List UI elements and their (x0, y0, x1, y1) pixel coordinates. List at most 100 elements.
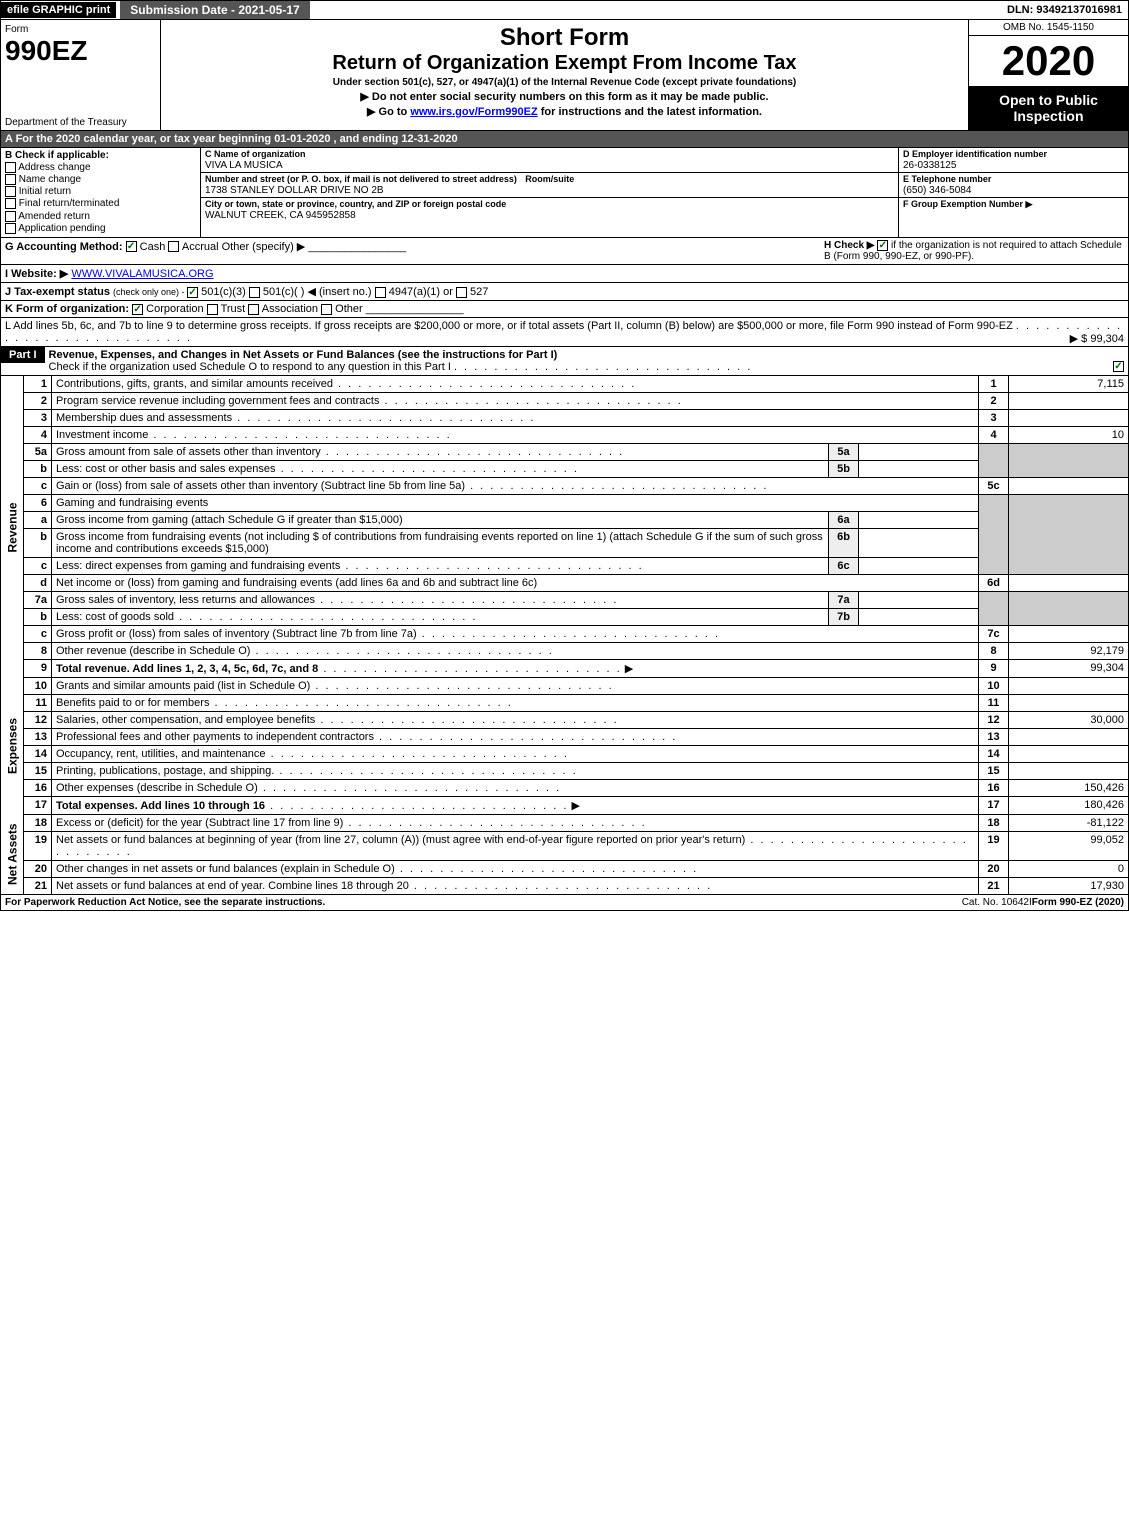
form-number: 990EZ (5, 35, 156, 67)
table-row: 8 Other revenue (describe in Schedule O)… (1, 642, 1129, 659)
topbar: efile GRAPHIC print Submission Date - 20… (0, 0, 1129, 20)
chk-final-return[interactable]: Final return/terminated (5, 198, 196, 209)
chk-amended-return[interactable]: Amended return (5, 211, 196, 222)
part1-header: Part I Revenue, Expenses, and Changes in… (0, 347, 1129, 376)
table-row: 20 Other changes in net assets or fund b… (1, 860, 1129, 877)
tel-row: E Telephone number (650) 346-5084 (899, 173, 1128, 198)
ssn-note: ▶ Do not enter social security numbers o… (165, 90, 964, 103)
checkbox-corp[interactable] (132, 304, 143, 315)
row-k: K Form of organization: Corporation Trus… (0, 301, 1129, 318)
checkbox-icon (5, 198, 16, 209)
d-label: D Employer identification number (903, 149, 1047, 159)
checkbox-4947[interactable] (375, 287, 386, 298)
table-row: c Gain or (loss) from sale of assets oth… (1, 477, 1129, 494)
table-row: 7a Gross sales of inventory, less return… (1, 591, 1129, 608)
table-row: 14 Occupancy, rent, utilities, and maint… (1, 745, 1129, 762)
checkbox-assoc[interactable] (248, 304, 259, 315)
open-to-public: Open to Public Inspection (969, 86, 1128, 130)
table-row: c Gross profit or (loss) from sales of i… (1, 625, 1129, 642)
goto-note: ▶ Go to www.irs.gov/Form990EZ for instru… (165, 105, 964, 118)
k-label: K Form of organization: (5, 303, 129, 315)
ein-val: 26-0338125 (903, 160, 956, 171)
dots (454, 361, 752, 373)
e-label: E Telephone number (903, 174, 991, 184)
header-mid: Short Form Return of Organization Exempt… (161, 20, 968, 130)
l-text: L Add lines 5b, 6c, and 7b to line 9 to … (5, 320, 1013, 332)
table-row: a Gross income from gaming (attach Sched… (1, 511, 1129, 528)
room-label: Room/suite (525, 174, 574, 184)
chk-address-change[interactable]: Address change (5, 162, 196, 173)
part1-title: Revenue, Expenses, and Changes in Net As… (49, 349, 558, 361)
table-row: Expenses 10 Grants and similar amounts p… (1, 677, 1129, 694)
row-h: H Check ▶ if the organization is not req… (824, 240, 1124, 262)
table-row: Net Assets 18 Excess or (deficit) for th… (1, 814, 1129, 831)
website-link[interactable]: WWW.VIVALAMUSICA.ORG (71, 268, 213, 280)
table-row: 21 Net assets or fund balances at end of… (1, 877, 1129, 894)
irs-link[interactable]: www.irs.gov/Form990EZ (410, 106, 537, 118)
addr-row: Number and street (or P. O. box, if mail… (201, 173, 898, 198)
omb-number: OMB No. 1545-1150 (969, 20, 1128, 36)
checkbox-icon (5, 174, 16, 185)
checkbox-accrual[interactable] (168, 241, 179, 252)
h-label: H Check ▶ (824, 240, 874, 251)
table-row: c Less: direct expenses from gaming and … (1, 557, 1129, 574)
table-row: 11 Benefits paid to or for members 11 (1, 694, 1129, 711)
checkbox-icon (5, 223, 16, 234)
city-label: City or town, state or province, country… (205, 199, 506, 209)
table-row: b Less: cost or other basis and sales ex… (1, 460, 1129, 477)
cat-no: Cat. No. 10642I (962, 897, 1032, 908)
checkbox-schedule-o[interactable] (1113, 361, 1124, 372)
i-label: I Website: ▶ (5, 268, 68, 280)
checkbox-527[interactable] (456, 287, 467, 298)
dept-treasury: Department of the Treasury (5, 117, 127, 128)
checkbox-501c[interactable] (249, 287, 260, 298)
table-row: 17 Total expenses. Add lines 10 through … (1, 796, 1129, 814)
return-title: Return of Organization Exempt From Incom… (165, 52, 964, 75)
section-b-mid: C Name of organization VIVA LA MUSICA Nu… (201, 148, 898, 237)
group-row: F Group Exemption Number ▶ (899, 198, 1128, 211)
ein-row: D Employer identification number 26-0338… (899, 148, 1128, 173)
footer: For Paperwork Reduction Act Notice, see … (0, 895, 1129, 911)
table-row: b Gross income from fundraising events (… (1, 528, 1129, 557)
submission-date: Submission Date - 2021-05-17 (120, 1, 309, 19)
table-row: Revenue 1 Contributions, gifts, grants, … (1, 376, 1129, 393)
row-g: G Accounting Method: Cash Accrual Other … (5, 240, 824, 262)
paperwork-notice: For Paperwork Reduction Act Notice, see … (5, 897, 962, 908)
table-row: 13 Professional fees and other payments … (1, 728, 1129, 745)
chk-name-change[interactable]: Name change (5, 174, 196, 185)
efile-print-button[interactable]: efile GRAPHIC print (1, 2, 116, 18)
checkbox-h[interactable] (877, 240, 888, 251)
section-b-left: B Check if applicable: Address change Na… (1, 148, 201, 237)
form-header: Form 990EZ Department of the Treasury Sh… (0, 20, 1129, 131)
c-label: C Name of organization (205, 149, 306, 159)
chk-initial-return[interactable]: Initial return (5, 186, 196, 197)
form-label: Form (5, 24, 156, 35)
addr-val: 1738 STANLEY DOLLAR DRIVE NO 2B (205, 185, 384, 196)
checkbox-icon (5, 186, 16, 197)
table-row: 9 Total revenue. Add lines 1, 2, 3, 4, 5… (1, 659, 1129, 677)
f-label: F Group Exemption Number ▶ (903, 199, 1032, 209)
table-row: 2 Program service revenue including gove… (1, 392, 1129, 409)
row-gh: G Accounting Method: Cash Accrual Other … (0, 238, 1129, 265)
checkbox-501c3[interactable] (187, 287, 198, 298)
goto-pre: ▶ Go to (367, 106, 410, 118)
checkbox-cash[interactable] (126, 241, 137, 252)
header-left: Form 990EZ Department of the Treasury (1, 20, 161, 130)
table-row: 6 Gaming and fundraising events (1, 494, 1129, 511)
table-row: 4 Investment income 4 10 (1, 426, 1129, 443)
city-row: City or town, state or province, country… (201, 198, 898, 222)
org-name: VIVA LA MUSICA (205, 160, 283, 171)
row-l: L Add lines 5b, 6c, and 7b to line 9 to … (0, 318, 1129, 347)
sidebar-expenses: Expenses (1, 677, 24, 814)
checkbox-icon (5, 162, 16, 173)
chk-application-pending[interactable]: Application pending (5, 223, 196, 234)
table-row: 16 Other expenses (describe in Schedule … (1, 779, 1129, 796)
arrow-icon: ▶ (625, 663, 633, 675)
checkbox-trust[interactable] (207, 304, 218, 315)
line-rno: 1 (979, 376, 1009, 393)
section-b-right: D Employer identification number 26-0338… (898, 148, 1128, 237)
table-row: b Less: cost of goods sold 7b (1, 608, 1129, 625)
checkbox-other[interactable] (321, 304, 332, 315)
form-footer: Form 990-EZ (2020) (1032, 897, 1124, 908)
short-form-title: Short Form (165, 24, 964, 52)
